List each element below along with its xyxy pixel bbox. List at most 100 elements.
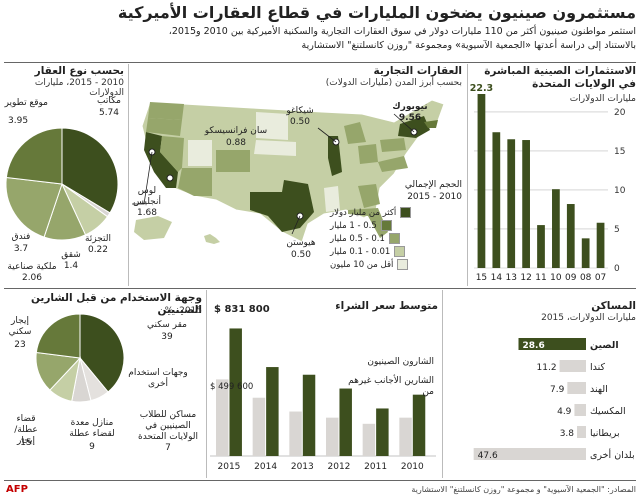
pie2-value-rental: 23 bbox=[14, 340, 26, 350]
fdi-bar bbox=[581, 238, 590, 268]
homes-bar bbox=[518, 338, 586, 350]
state-virginia bbox=[378, 156, 408, 172]
fdi-xtick-label: 11 bbox=[535, 273, 546, 283]
state-nevada bbox=[160, 136, 184, 172]
homes-category-label: الصين bbox=[590, 340, 619, 351]
state-pennsylvania bbox=[380, 138, 406, 152]
state-ohio bbox=[358, 144, 378, 164]
pie2-label-rental: إيجار سكني bbox=[8, 316, 32, 337]
fdi-unit: مليارات الدولارات bbox=[569, 94, 636, 104]
homes-bar bbox=[574, 404, 586, 416]
pie1-value-retail: 0.22 bbox=[87, 245, 109, 255]
map-legend: أكثر من مليار دولار 0.5 - 1 مليار 0.1 - 0.… bbox=[330, 206, 462, 271]
fdi-xtick-label: 12 bbox=[520, 273, 531, 283]
map-legend-label: أكثر من مليار دولار bbox=[330, 207, 397, 218]
usage-pie bbox=[35, 313, 125, 403]
usage-slice bbox=[79, 313, 125, 393]
pie1-label-dev-site: موقع تطوير bbox=[4, 98, 48, 108]
state-illinois bbox=[328, 136, 342, 176]
pie1-value-hotel: 3.7 bbox=[13, 244, 29, 254]
state-mississippi bbox=[324, 186, 340, 212]
city-houston-label: هيوستن bbox=[286, 238, 316, 248]
pie2-value-students: 7 bbox=[165, 443, 171, 453]
homes-subtitle: مليارات الدولارات، 2015 bbox=[541, 313, 636, 323]
pie1-value-apartments: 1.4 bbox=[63, 261, 79, 271]
marker-los-angeles bbox=[166, 174, 174, 182]
pie2-label-holiday-rental: قضاء عطلة/ إيجار bbox=[14, 414, 38, 446]
city-new-york-value: 9.56 bbox=[398, 113, 422, 123]
map-legend-item: 0.1 - 0.5 مليار bbox=[330, 232, 462, 245]
state-georgia bbox=[358, 184, 380, 208]
fdi-title-1: الاستثمارات الصينية المباشرة bbox=[484, 65, 636, 77]
price-bar-others bbox=[252, 397, 266, 456]
fdi-bar bbox=[552, 189, 560, 268]
state-arizona bbox=[178, 168, 212, 196]
pie1-label-retail: التجزئة bbox=[84, 234, 112, 244]
price-xtick-label: 2013 bbox=[291, 462, 314, 472]
city-san-francisco-label: سان فرانسيسكو bbox=[204, 126, 268, 136]
pie2-label-residence: مقر سكني bbox=[147, 320, 187, 330]
price-bar-others bbox=[216, 379, 229, 456]
main-title: مستثمرون صينيون يضخون المليارات في قطاع … bbox=[117, 3, 636, 22]
price-top-dark-label: $ 831 800 bbox=[214, 304, 270, 315]
fdi-bar bbox=[507, 139, 516, 268]
pie2-value-residence: 39 bbox=[161, 332, 173, 342]
state-california bbox=[144, 132, 178, 188]
price-series-chinese: الشارون الصينيون bbox=[367, 357, 434, 367]
price-title: متوسط سعر الشراء bbox=[335, 300, 438, 312]
intro-line-1: استثمر مواطنون صينيون أكثر من 110 مليارا… bbox=[168, 26, 636, 37]
map-legend-years: 2010 - 2015 bbox=[407, 192, 462, 202]
homes-category-label: بلدان أخرى bbox=[590, 448, 635, 461]
homes-value-label: 4.9 bbox=[557, 407, 572, 417]
fdi-bar bbox=[537, 225, 545, 268]
fdi-xtick-label: 10 bbox=[550, 273, 562, 283]
pie1-label-offices: مكاتب bbox=[97, 96, 121, 106]
map-legend-item: 0.01 - 0.1 مليار bbox=[330, 245, 462, 258]
homes-bar bbox=[559, 360, 586, 372]
map-legend-swatch bbox=[380, 220, 392, 231]
homes-category-label: بريطانيا bbox=[590, 428, 620, 439]
map-legend-swatch bbox=[400, 207, 412, 218]
homes-bar bbox=[577, 426, 586, 438]
pie2-label-other: وجهات استخدام أخرى bbox=[128, 368, 188, 389]
pie1-label-industrial: ملكية صناعية bbox=[7, 262, 57, 272]
homes-category-label: الهند bbox=[590, 384, 608, 395]
fdi-xtick-label: 14 bbox=[491, 273, 503, 283]
pie1-value-dev-site: 3.95 bbox=[8, 116, 29, 126]
divider-v4 bbox=[442, 290, 443, 478]
map-legend-item: أكثر من مليار دولار bbox=[330, 206, 462, 219]
map-legend-swatch bbox=[388, 233, 400, 244]
fdi-bar bbox=[522, 140, 530, 268]
state-oregon bbox=[146, 118, 182, 136]
pie1-value-industrial: 2.06 bbox=[21, 273, 43, 283]
map-legend-label: 0.5 - 1 مليار bbox=[330, 220, 377, 231]
price-bar-chinese bbox=[229, 328, 242, 456]
homes-title: المساكن bbox=[591, 300, 636, 312]
divider-v1 bbox=[128, 64, 129, 286]
state-michigan bbox=[344, 122, 366, 144]
fdi-value-label: 22.3 bbox=[470, 83, 493, 94]
homes-value-label: 3.8 bbox=[560, 429, 575, 439]
price-bar-others bbox=[326, 417, 339, 456]
pie2-label-holiday-homes: منازل معدة لقضاء عطلة bbox=[69, 418, 115, 439]
homes-bar bbox=[473, 448, 586, 460]
price-bar-others bbox=[362, 423, 376, 456]
city-chicago-value: 0.50 bbox=[289, 117, 311, 127]
property-type-slice bbox=[61, 127, 119, 214]
price-xtick-label: 2015 bbox=[218, 462, 241, 472]
state-utah bbox=[188, 140, 212, 166]
commercial-title: العقارات التجارية bbox=[373, 65, 462, 77]
fdi-xtick-label: 13 bbox=[505, 273, 516, 283]
price-xtick-label: 2012 bbox=[328, 462, 351, 472]
afp-logo: AFP bbox=[6, 484, 28, 495]
divider-bottom bbox=[4, 480, 636, 481]
pie1-value-offices: 5.74 bbox=[98, 108, 120, 118]
intro-line-2: بالاستناد إلى دراسة أعدتها «الجمعية الآس… bbox=[301, 40, 636, 51]
divider-v3 bbox=[206, 290, 207, 478]
price-top-grey-label: $ 499 600 bbox=[210, 382, 254, 392]
state-nebraska bbox=[254, 140, 296, 156]
city-new-york-label: نيويورك bbox=[392, 102, 428, 112]
fdi-ytick-label: 0 bbox=[614, 264, 620, 274]
